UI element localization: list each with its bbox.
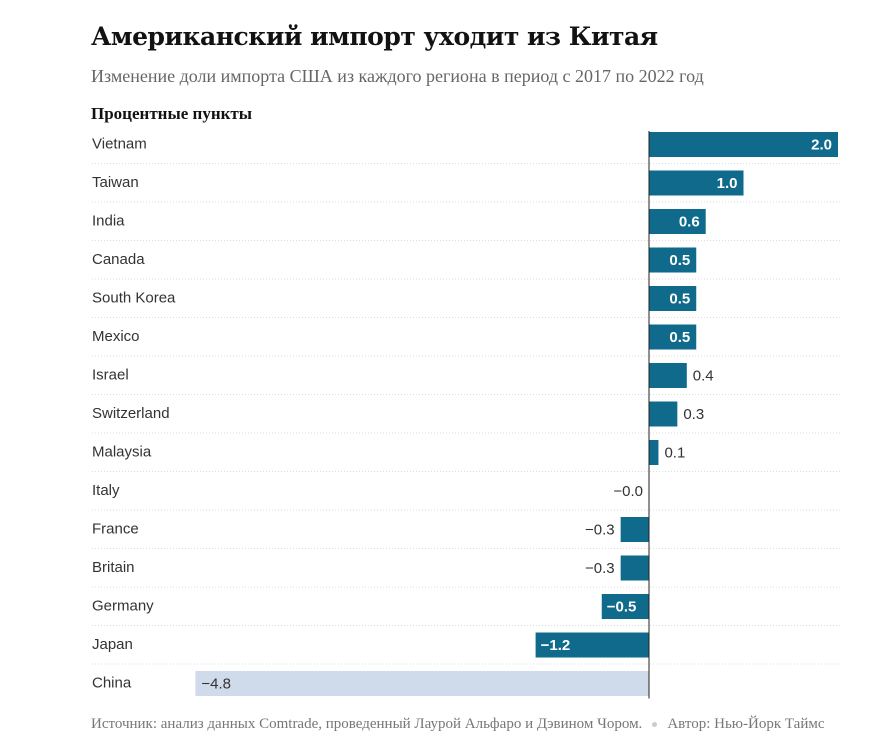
category-label: Italy [92, 482, 120, 499]
value-label: −1.2 [541, 637, 571, 654]
category-label: China [92, 675, 132, 692]
category-label: Britain [92, 559, 135, 576]
source-note: Источник: анализ данных Comtrade, провед… [91, 714, 841, 735]
value-label: −0.0 [613, 483, 643, 500]
bar [649, 286, 697, 311]
value-label: 0.4 [693, 368, 714, 385]
bar [649, 324, 697, 350]
category-label: Japan [92, 636, 133, 653]
value-label: 0.5 [669, 252, 690, 269]
category-label: Germany [92, 598, 154, 615]
bar [649, 247, 697, 273]
value-label: 0.1 [664, 445, 685, 462]
chart-title: Американский импорт уходит из Китая [91, 22, 658, 51]
category-label: India [92, 213, 125, 230]
unit-label: Процентные пункты [91, 104, 253, 123]
value-label: 0.5 [669, 291, 690, 308]
category-label: Israel [92, 367, 129, 384]
bar [649, 363, 687, 388]
category-label: Switzerland [92, 405, 170, 422]
category-label: Malaysia [92, 444, 152, 461]
bar [195, 671, 649, 696]
value-label: −0.3 [585, 560, 615, 577]
category-label: Taiwan [92, 174, 139, 191]
bar [601, 594, 649, 619]
category-label: Canada [92, 251, 145, 268]
category-label: France [92, 521, 139, 538]
value-label: −0.3 [585, 522, 615, 539]
bar [620, 555, 649, 581]
category-label: Vietnam [92, 136, 147, 153]
value-label: −0.5 [607, 599, 637, 616]
bar [649, 401, 678, 427]
author-text: Автор: Нью-Йорк Таймс [667, 716, 825, 732]
separator-dot [652, 722, 658, 728]
bar [620, 517, 649, 542]
value-label: 1.0 [717, 175, 738, 192]
bar [535, 632, 649, 658]
value-label: 0.5 [669, 329, 690, 346]
bar [649, 440, 659, 465]
bar-chart: Vietnam 2.0 Taiwan 1.0 India 0.6 Canada 0.5 Sout… [92, 131, 840, 699]
value-label: −4.8 [201, 676, 231, 693]
category-label: South Korea [92, 290, 176, 307]
bar [649, 170, 744, 196]
value-label: 0.6 [679, 214, 700, 231]
category-label: Mexico [92, 328, 140, 345]
value-label: 2.0 [811, 137, 832, 154]
bar [649, 132, 838, 157]
source-text: Источник: анализ данных Comtrade, провед… [91, 716, 643, 732]
bar [649, 209, 706, 234]
value-label: 0.3 [683, 406, 704, 423]
chart-subtitle: Изменение доли импорта США из каждого ре… [91, 66, 704, 86]
